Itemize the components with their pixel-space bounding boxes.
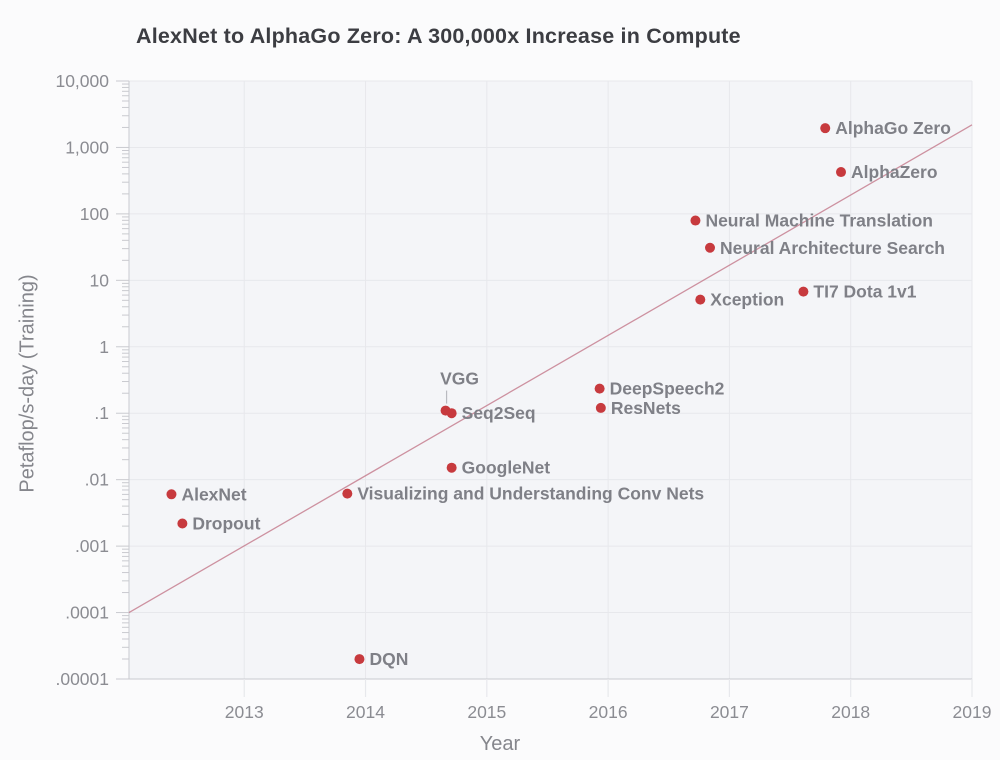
y-tick-label: .1 (94, 403, 109, 423)
data-point-dot (446, 408, 457, 419)
data-point-dot (594, 383, 605, 394)
chart-title: AlexNet to AlphaGo Zero: A 300,000x Incr… (136, 24, 741, 48)
data-point-label: AlexNet (181, 484, 246, 504)
y-tick-label: 1,000 (65, 137, 109, 157)
y-tick-label: .001 (75, 536, 109, 556)
data-point-label: AlphaZero (851, 162, 938, 182)
data-point-label: VGG (440, 369, 479, 389)
data-point-label: Neural Machine Translation (705, 211, 933, 231)
data-point-dot (820, 123, 831, 134)
trend-line (128, 124, 973, 614)
data-point-label: GoogleNet (462, 458, 551, 478)
y-tick-label: 10,000 (55, 71, 109, 91)
y-tick-label: .01 (85, 470, 109, 490)
data-point-dot (446, 462, 457, 473)
x-tick-label: 2015 (467, 702, 506, 722)
data-point-label: Xception (710, 290, 784, 310)
data-point-label: Visualizing and Understanding Conv Nets (357, 484, 704, 504)
data-point-dot (354, 654, 365, 665)
data-point-dot (342, 488, 353, 499)
data-point-dot (798, 286, 809, 297)
data-point-label: Neural Architecture Search (720, 238, 945, 258)
y-tick-label: .0001 (65, 603, 109, 623)
data-point-dot (690, 215, 701, 226)
data-point-label: Dropout (192, 514, 260, 534)
y-tick-label: 100 (80, 204, 109, 224)
data-point-dot (705, 242, 716, 253)
plot-area (129, 81, 972, 679)
data-point-dot (695, 294, 706, 305)
data-point-label: DeepSpeech2 (610, 379, 725, 399)
y-tick-label: 10 (90, 270, 110, 290)
data-point-label: AlphaGo Zero (835, 118, 951, 138)
x-axis-title: Year (479, 733, 521, 755)
x-tick-label: 2016 (589, 702, 628, 722)
x-tick-label: 2014 (346, 702, 385, 722)
y-tick-label: .00001 (55, 669, 109, 689)
x-tick-label: 2017 (710, 702, 749, 722)
data-point-dot (166, 489, 177, 500)
data-point-dot (177, 518, 188, 529)
data-point-dot (836, 167, 847, 178)
y-tick-label: 1 (99, 337, 109, 357)
x-tick-label: 2018 (831, 702, 870, 722)
data-point-label: Seq2Seq (462, 403, 536, 423)
data-point-label: ResNets (611, 398, 681, 418)
x-tick-label: 2013 (225, 702, 264, 722)
data-point-label: DQN (369, 649, 408, 669)
x-tick-label: 2019 (953, 702, 992, 722)
data-point-dot (595, 402, 606, 413)
data-point-label: TI7 Dota 1v1 (813, 282, 916, 302)
